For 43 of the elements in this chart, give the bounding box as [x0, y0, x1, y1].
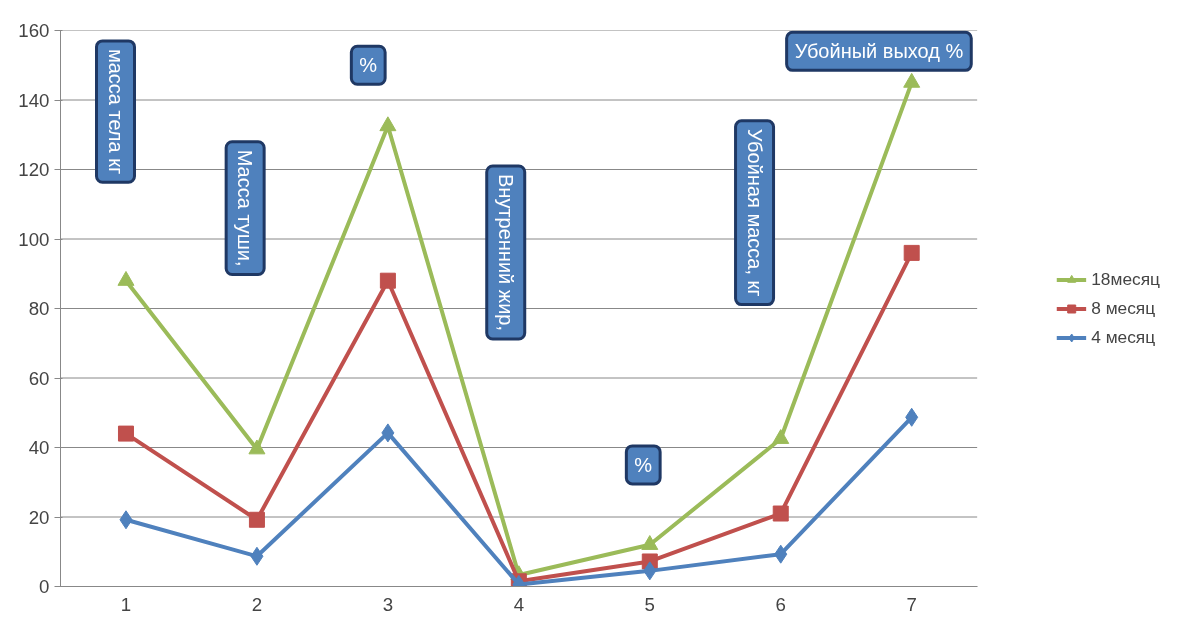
x-tick-label: 5	[644, 593, 655, 615]
x-tick-label: 7	[906, 593, 917, 615]
annotation: %	[359, 54, 378, 77]
point	[772, 505, 789, 522]
x-tick-label: 6	[775, 593, 786, 615]
y-tick-label: 20	[28, 506, 50, 528]
annotation: Внутренний жир,	[494, 174, 517, 332]
x-tick-label: 4	[513, 593, 525, 615]
x-tick-label: 3	[382, 593, 394, 615]
point	[117, 425, 134, 442]
point	[248, 511, 265, 528]
y-tick-label: 100	[18, 228, 50, 250]
legend-label: 4 месяц	[1091, 326, 1156, 348]
point	[381, 423, 395, 443]
y-tick-label: 0	[39, 576, 50, 597]
point	[643, 561, 657, 581]
point	[117, 270, 135, 286]
point	[772, 429, 790, 444]
annotation: масса тела кг	[104, 48, 127, 175]
y-tick-label: 120	[18, 159, 50, 180]
point	[250, 546, 264, 566]
point	[905, 407, 919, 427]
y-tick-label: 140	[18, 89, 50, 111]
point	[903, 244, 920, 261]
point	[379, 272, 396, 289]
y-tick-label: 60	[28, 367, 50, 389]
legend-label: 8 месяц	[1091, 297, 1156, 319]
point	[248, 439, 266, 455]
point	[774, 544, 788, 564]
annotation: Убойная масса, кг	[743, 128, 766, 297]
point	[641, 535, 659, 550]
annotation: %	[634, 453, 653, 476]
point	[903, 72, 921, 88]
y-tick-label: 40	[28, 437, 50, 458]
point	[379, 116, 397, 132]
legend-label: 18месяц	[1091, 268, 1160, 290]
x-tick-label: 2	[251, 593, 263, 615]
x-tick-label: 1	[120, 593, 132, 615]
point	[119, 510, 133, 530]
annotation: Масса туши,	[234, 149, 257, 267]
annotation: Убойный выход %	[794, 40, 964, 63]
y-tick-label: 80	[28, 298, 50, 319]
y-tick-label: 160	[18, 20, 50, 41]
